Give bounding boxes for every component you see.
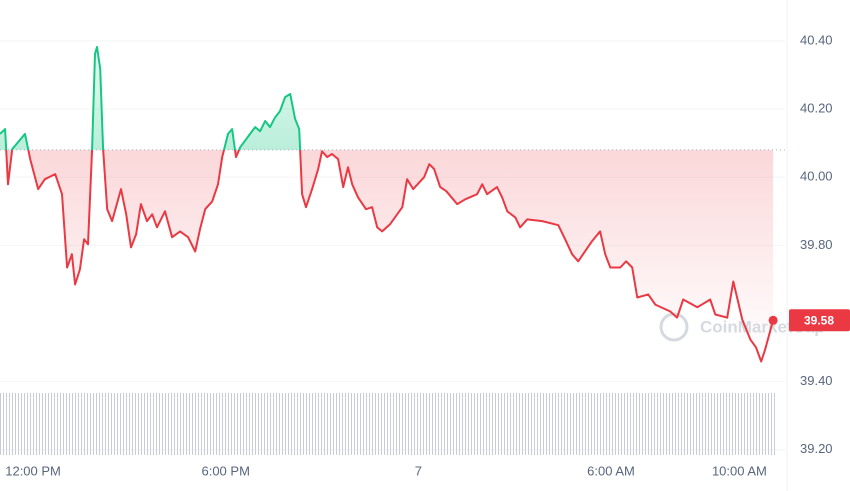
price-area — [0, 47, 774, 362]
x-tick-label: 6:00 AM — [587, 463, 635, 478]
x-tick-label: 12:00 PM — [5, 463, 61, 478]
y-tick-label: 39.20 — [800, 441, 833, 456]
y-tick-label: 40.00 — [800, 169, 833, 184]
x-tick-label: 10:00 AM — [712, 463, 767, 478]
x-tick-label: 6:00 PM — [201, 463, 249, 478]
y-tick-label: 40.40 — [800, 32, 833, 47]
watermark-logo — [659, 312, 689, 342]
y-tick-label: 39.40 — [800, 373, 833, 388]
y-tick-label: 39.80 — [800, 237, 833, 252]
price-line — [0, 46, 775, 363]
price-tag — [789, 309, 850, 332]
volume-bars — [0, 393, 775, 455]
y-tick-label: 40.20 — [800, 100, 833, 115]
x-tick-label: 7 — [415, 463, 422, 478]
price-tag-label: 39.58 — [804, 313, 834, 327]
last-point — [768, 315, 778, 325]
